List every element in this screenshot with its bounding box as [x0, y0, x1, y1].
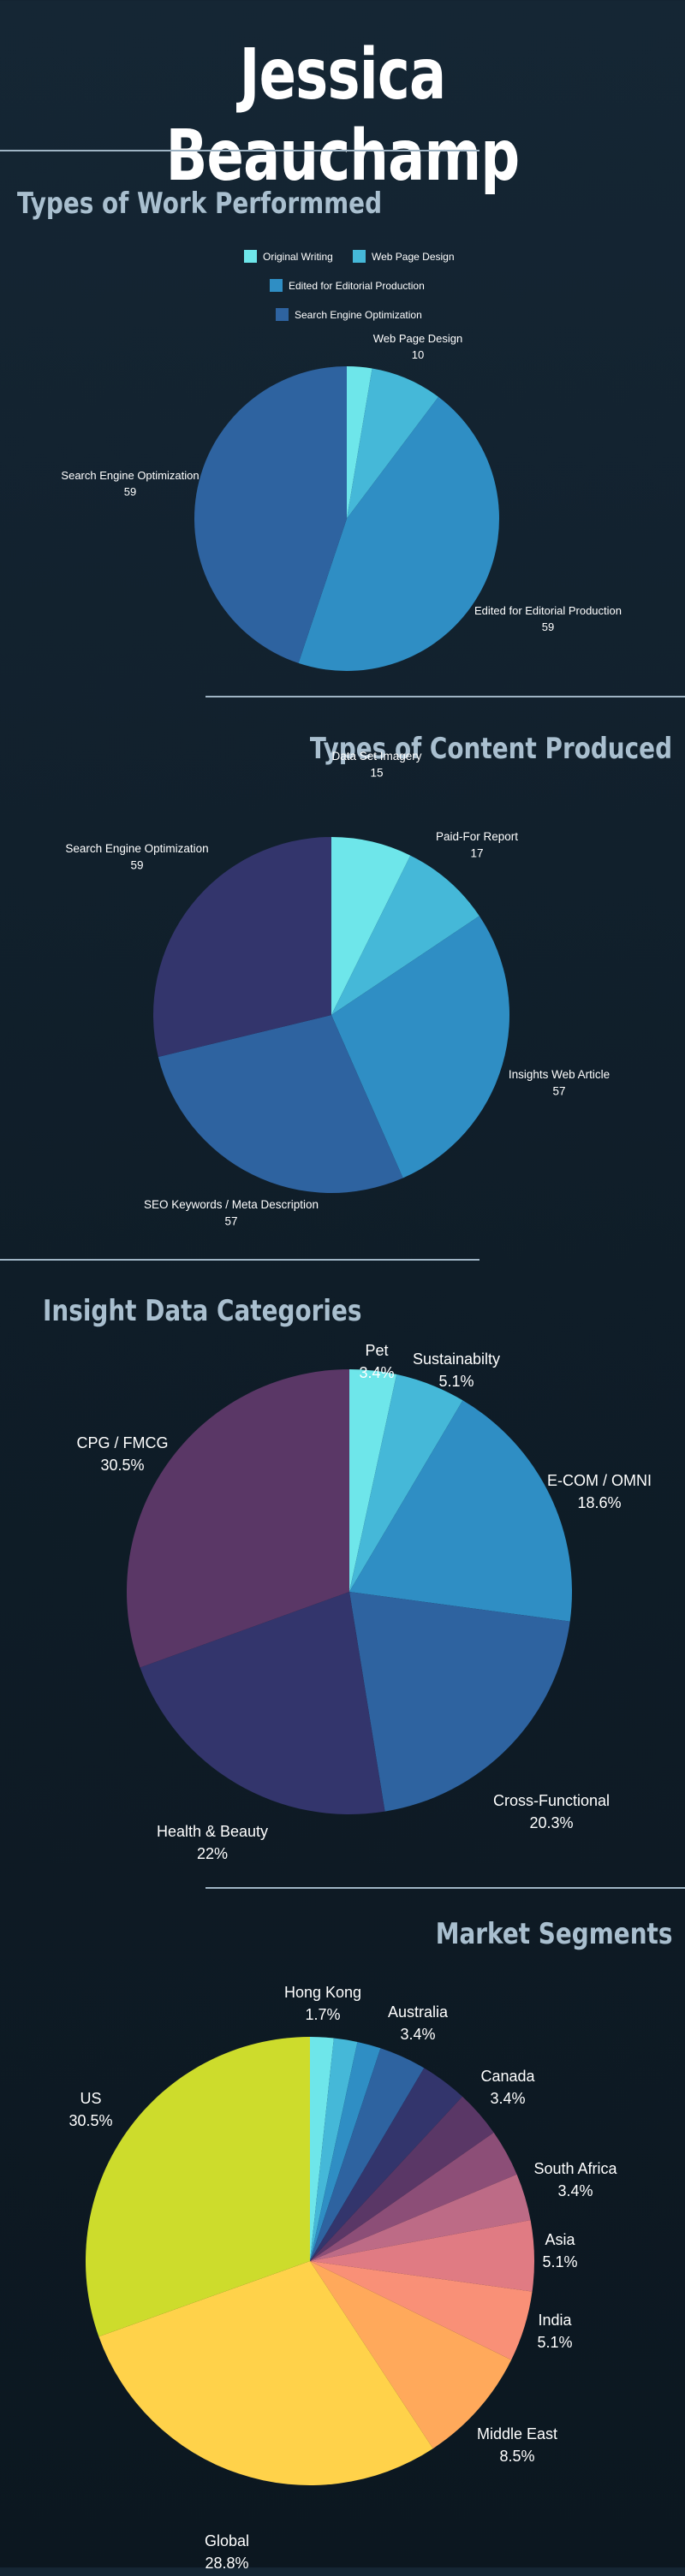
divider	[206, 696, 685, 697]
slice-value-pet: 3.4%	[359, 1364, 394, 1381]
slice-label-cross-functional: Cross-Functional	[493, 1792, 610, 1809]
slice-label-health-beauty: Health & Beauty	[157, 1823, 268, 1840]
slice-value-south-africa: 3.4%	[557, 2182, 593, 2199]
slice-value-seo-keywords-meta-description: 57	[224, 1215, 237, 1228]
slice-label-search-engine-optimization: Search Engine Optimization	[65, 842, 208, 855]
legend-swatch-web-page-design	[353, 250, 366, 263]
slice-value-data-set-imagery: 15	[370, 767, 383, 780]
pie-slice-canada	[310, 2096, 494, 2261]
slice-label-hong-kong: Hong Kong	[284, 1984, 361, 2001]
legend-label-web-page-design: Web Page Design	[372, 251, 455, 263]
pie-slice-india	[310, 2261, 533, 2360]
slice-value-global: 28.8%	[205, 2555, 248, 2572]
pie-slice-insights-web-article	[331, 916, 509, 1178]
slice-label-middle-east: Middle East	[477, 2425, 557, 2442]
pie-slice-slice-4	[310, 2068, 463, 2261]
pie-slice-asia	[310, 2220, 534, 2292]
pie-slice-original-writing	[347, 366, 372, 519]
pie-slice-health-beauty	[140, 1592, 385, 1814]
legend-swatch-edited-for-editorial-production	[270, 279, 283, 292]
slice-value-insights-web-article: 57	[552, 1085, 565, 1098]
divider	[0, 150, 480, 151]
slice-value-search-engine-optimization: 59	[124, 485, 136, 498]
slice-value-paid-for-report: 17	[470, 847, 483, 860]
slice-label-us: US	[80, 2090, 101, 2107]
legend-swatch-original-writing	[244, 250, 257, 263]
insight-pie-chart: Pet 3.4% Sustainabilty 5.1% E-COM / OMNI 18.6…	[77, 1342, 652, 1862]
slice-label-global: Global	[205, 2532, 249, 2549]
slice-value-india: 5.1%	[537, 2334, 572, 2351]
pie-slice-edited-for-editorial-production	[298, 396, 499, 671]
pie-slice-cpg-fmcg	[127, 1369, 350, 1668]
slice-value-health-beauty: 22%	[197, 1845, 228, 1862]
legend-label-search-engine-optimization: Search Engine Optimization	[295, 309, 422, 321]
slice-label-e-com-omni: E-COM / OMNI	[547, 1472, 652, 1489]
pie-slice-middle-east	[310, 2261, 512, 2449]
pie-slice-south-africa	[310, 2174, 531, 2261]
slice-value-cross-functional: 20.3%	[529, 1814, 573, 1831]
pie-slice-slice-2	[310, 2041, 381, 2261]
slice-value-canada: 3.4%	[490, 2090, 525, 2107]
slice-label-australia: Australia	[388, 2003, 449, 2021]
chart-title-content: Types of Content Produced	[309, 732, 672, 766]
pie-slice-pet	[349, 1369, 397, 1592]
slice-label-sustainabilty: Sustainabilty	[413, 1350, 500, 1368]
legend-label-edited-for-editorial-production: Edited for Editorial Production	[289, 280, 425, 292]
slice-label-seo-keywords-meta-description: SEO Keywords / Meta Description	[144, 1198, 319, 1211]
slice-value-middle-east: 8.5%	[499, 2448, 534, 2465]
chart-title-insight: Insight Data Categories	[43, 1294, 362, 1328]
pie-slice-paid-for-report	[331, 855, 480, 1015]
divider	[206, 1887, 685, 1889]
pie-slice-data-set-imagery	[331, 837, 411, 1015]
slice-label-data-set-imagery: Data Set Imagery	[331, 750, 421, 763]
pie-slice-search-engine-optimization	[152, 837, 331, 1057]
slice-value-us: 30.5%	[68, 2112, 112, 2129]
divider	[0, 1259, 480, 1261]
pie-slice-e-com-omni	[349, 1400, 572, 1622]
slice-value-cpg-fmcg: 30.5%	[100, 1457, 144, 1474]
slice-label-search-engine-optimization: Search Engine Optimization	[61, 469, 199, 482]
pie-slice-web-page-design	[347, 368, 439, 519]
chart-title-market: Market Segments	[435, 1917, 672, 1951]
pie-slice-us	[85, 2037, 310, 2337]
pie-slice-search-engine-optimization	[194, 366, 347, 663]
slice-label-asia: Asia	[545, 2231, 575, 2248]
legend-swatch-search-engine-optimization	[276, 308, 289, 321]
slice-label-india: India	[538, 2312, 572, 2329]
slice-label-canada: Canada	[480, 2068, 535, 2085]
pie-slice-seo-keywords-meta-description	[158, 1015, 403, 1193]
slice-value-web-page-design: 10	[412, 348, 424, 361]
page-title: Jessica Beauchamp	[165, 34, 521, 197]
pie-slice-sustainabilty	[349, 1374, 463, 1592]
slice-value-e-com-omni: 18.6%	[577, 1494, 621, 1511]
slice-value-australia: 3.4%	[400, 2026, 435, 2043]
pie-slice-hong-kong	[310, 2038, 358, 2261]
pie-slice-slice-0	[310, 2037, 334, 2261]
pie-slice-cross-functional	[349, 1592, 570, 1812]
pie-slice-slice-6	[310, 2132, 517, 2261]
pie-slice-global	[98, 2261, 433, 2485]
slice-label-web-page-design: Web Page Design	[373, 332, 463, 345]
slice-label-cpg-fmcg: CPG / FMCG	[77, 1434, 169, 1451]
slice-value-edited-for-editorial-production: 59	[542, 620, 554, 633]
work-pie-chart: Original Writing Web Page Design Edited fo…	[61, 250, 622, 671]
slice-value-asia: 5.1%	[542, 2253, 577, 2270]
chart-title-work: Types of Work Performmed	[17, 187, 383, 221]
slice-label-pet: Pet	[365, 1342, 388, 1359]
slice-label-insights-web-article: Insights Web Article	[509, 1068, 610, 1081]
slice-value-sustainabilty: 5.1%	[438, 1373, 474, 1390]
slice-value-search-engine-optimization: 59	[130, 859, 143, 872]
market-pie-chart: Hong Kong 1.7% Australia 3.4% Canada 3.4% Sout…	[68, 1984, 617, 2572]
legend-label-original-writing: Original Writing	[263, 251, 333, 263]
slice-value-hong-kong: 1.7%	[305, 2006, 340, 2023]
slice-label-edited-for-editorial-production: Edited for Editorial Production	[474, 604, 622, 617]
slice-label-paid-for-report: Paid-For Report	[436, 830, 518, 843]
pie-slice-australia	[310, 2048, 425, 2261]
content-pie-chart: Data Set Imagery 15 Paid-For Report 17 Insig…	[65, 750, 610, 1228]
slice-label-south-africa: South Africa	[533, 2160, 617, 2177]
